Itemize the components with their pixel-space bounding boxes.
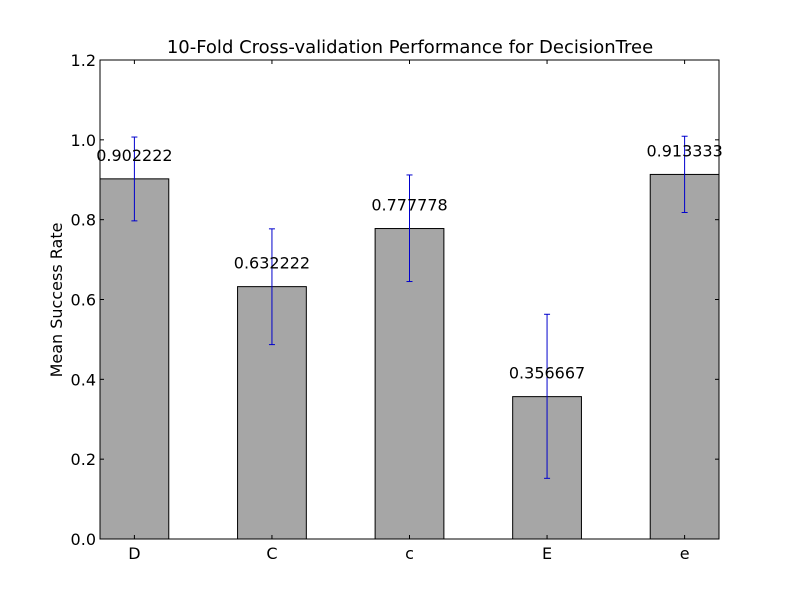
x-tick-label: E	[542, 544, 552, 563]
value-label: 0.356667	[509, 364, 585, 383]
plot-frame	[99, 59, 720, 540]
y-tick-label: 0.0	[71, 530, 96, 549]
value-label: 0.913333	[646, 141, 722, 160]
y-axis-label: Mean Success Rate	[47, 223, 66, 378]
y-tick-label: 1.2	[71, 51, 96, 70]
y-tick-label: 0.8	[71, 211, 96, 230]
bar-e	[649, 173, 720, 540]
y-tick-label: 0.4	[71, 370, 96, 389]
value-label: 0.632222	[234, 254, 310, 273]
x-tick-label: C	[266, 544, 277, 563]
error-bar-D	[131, 136, 138, 222]
value-labels-group: 0.902222 0.632222 0.777778 0.356667 0.913333	[96, 141, 723, 382]
error-bar-c	[406, 174, 413, 283]
error-bars-group	[131, 135, 688, 479]
x-tick-label: e	[680, 544, 690, 563]
value-label: 0.777778	[371, 196, 447, 215]
y-tick-label: 0.2	[71, 450, 96, 469]
error-bar-e	[681, 135, 688, 213]
chart-title: 10-Fold Cross-validation Performance for…	[167, 37, 653, 58]
x-tick-label: D	[128, 544, 140, 563]
error-bar-C	[268, 228, 275, 346]
y-tick-label: 0.6	[71, 291, 96, 310]
value-label: 0.902222	[96, 146, 172, 165]
bar-D	[99, 178, 170, 540]
y-tick-label: 1.0	[71, 131, 96, 150]
error-bar-E	[544, 313, 551, 479]
x-tick-label: c	[405, 544, 414, 563]
